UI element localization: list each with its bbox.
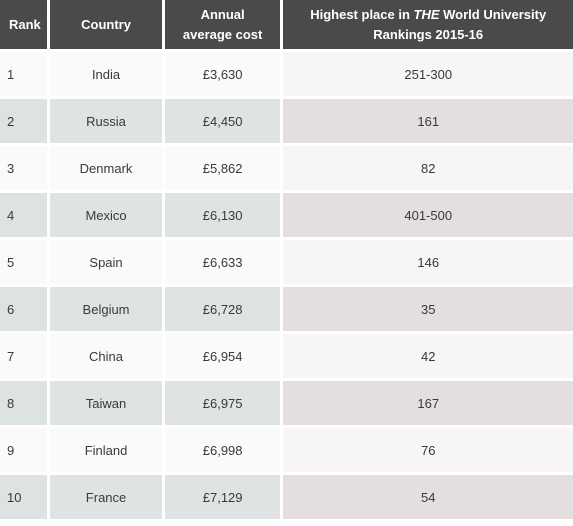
header-annual-cost: Annual average cost [164, 0, 281, 49]
table-row: 2 Russia £4,450 161 [0, 99, 573, 143]
cost-cell: £6,633 [164, 240, 281, 284]
country-cell: Mexico [50, 193, 162, 237]
rank-cell: 4 [0, 193, 48, 237]
place-cell: 82 [283, 146, 573, 190]
table-row: 3 Denmark £5,862 82 [0, 146, 573, 190]
place-cell: 146 [283, 240, 573, 284]
cost-cell: £4,450 [164, 99, 281, 143]
header-country: Country [50, 0, 162, 49]
table-row: 10 France £7,129 54 [0, 475, 573, 519]
place-cell: 401-500 [283, 193, 573, 237]
cost-cell: £6,130 [164, 193, 281, 237]
table-body: 1 India £3,630 251-300 2 Russia £4,450 1… [0, 52, 573, 519]
header-place-suffix: World University [439, 6, 547, 22]
cost-cell: £6,954 [164, 334, 281, 378]
table-row: 6 Belgium £6,728 35 [0, 287, 573, 331]
rank-cell: 2 [0, 99, 48, 143]
header-place-emphasis: THE [413, 6, 440, 22]
cost-cell: £7,129 [164, 475, 281, 519]
place-cell: 161 [283, 99, 573, 143]
place-cell: 35 [283, 287, 573, 331]
header-place-line2: Rankings 2015-16 [373, 26, 484, 42]
rank-cell: 10 [0, 475, 48, 519]
cost-cell: £6,728 [164, 287, 281, 331]
country-cell: India [50, 52, 162, 96]
place-cell: 167 [283, 381, 573, 425]
rank-cell: 1 [0, 52, 48, 96]
rank-cell: 6 [0, 287, 48, 331]
header-cost-line2: average cost [182, 26, 263, 42]
rank-cell: 5 [0, 240, 48, 284]
rank-cell: 7 [0, 334, 48, 378]
header-country-label: Country [81, 16, 131, 32]
table-row: 1 India £3,630 251-300 [0, 52, 573, 96]
place-cell: 42 [283, 334, 573, 378]
header-row: Rank Country Annual average cost Highest… [0, 0, 573, 49]
country-cell: France [50, 475, 162, 519]
cost-cell: £3,630 [164, 52, 281, 96]
rank-cell: 9 [0, 428, 48, 472]
cost-cell: £6,975 [164, 381, 281, 425]
header-highest-place: Highest place in THE World University Ra… [283, 0, 573, 49]
country-cell: China [50, 334, 162, 378]
header-rank: Rank [0, 0, 48, 49]
table-row: 4 Mexico £6,130 401-500 [0, 193, 573, 237]
place-cell: 54 [283, 475, 573, 519]
country-cell: Belgium [50, 287, 162, 331]
country-cell: Taiwan [50, 381, 162, 425]
table-row: 8 Taiwan £6,975 167 [0, 381, 573, 425]
table-row: 7 China £6,954 42 [0, 334, 573, 378]
table-row: 9 Finland £6,998 76 [0, 428, 573, 472]
place-cell: 76 [283, 428, 573, 472]
header-cost-line1: Annual [200, 6, 245, 22]
country-cell: Russia [50, 99, 162, 143]
header-rank-label: Rank [9, 16, 41, 32]
cost-cell: £6,998 [164, 428, 281, 472]
table-row: 5 Spain £6,633 146 [0, 240, 573, 284]
rank-cell: 3 [0, 146, 48, 190]
country-cell: Denmark [50, 146, 162, 190]
cost-cell: £5,862 [164, 146, 281, 190]
place-cell: 251-300 [283, 52, 573, 96]
header-place-prefix: Highest place in [310, 6, 414, 22]
country-cell: Spain [50, 240, 162, 284]
country-cell: Finland [50, 428, 162, 472]
table-header: Rank Country Annual average cost Highest… [0, 0, 573, 49]
rank-cell: 8 [0, 381, 48, 425]
